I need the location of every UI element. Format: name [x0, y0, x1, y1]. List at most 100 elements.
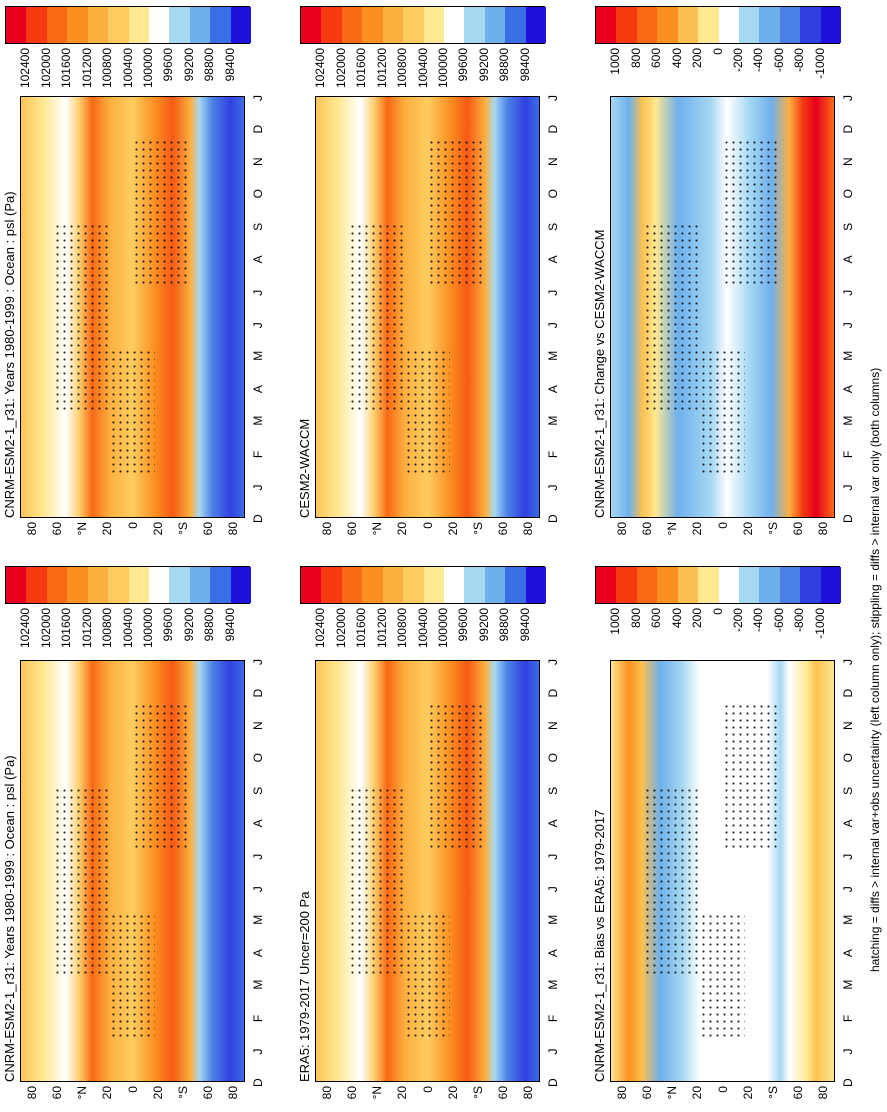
y-tick-label: 60	[50, 522, 65, 536]
x-tick-label: N	[251, 157, 265, 166]
x-tick-label: M	[841, 350, 855, 361]
colorbar-cell	[128, 567, 150, 603]
colorbar	[300, 6, 547, 44]
y-tick-label: 20	[690, 1086, 705, 1100]
colorbar-label: 99600	[456, 48, 471, 82]
colorbar-label: 99600	[161, 608, 176, 642]
x-tick-label: N	[251, 721, 265, 730]
x-tick-label: D	[841, 124, 855, 134]
contour-plot	[315, 660, 540, 1082]
x-tick-label: S	[251, 786, 265, 795]
colorbar-cell	[484, 567, 506, 603]
x-tick-label: J	[546, 484, 560, 491]
y-tick-label: 80	[25, 1086, 39, 1100]
x-tick-label: M	[546, 979, 560, 990]
colorbar-cell	[148, 7, 170, 43]
x-tick-label: N	[546, 721, 560, 730]
colorbar-cell	[169, 567, 191, 603]
x-tick-label: J	[841, 289, 855, 296]
colorbar-cell	[800, 7, 822, 43]
colorbar-label: 98400	[222, 48, 237, 82]
x-tick-label: J	[546, 289, 560, 296]
colorbar-cell	[698, 7, 719, 43]
colorbar-cell	[26, 567, 48, 603]
y-tick-label: 20	[690, 522, 705, 536]
colorbar-cell	[596, 567, 617, 603]
colorbar-cell	[382, 567, 404, 603]
colorbar-label: 99600	[456, 608, 471, 642]
x-tick-label: J	[251, 289, 265, 296]
colorbar-label: 400	[669, 48, 684, 69]
colorbar-cell	[210, 7, 232, 43]
colorbar-label: 102400	[313, 48, 328, 89]
colorbar-label: 600	[649, 48, 664, 69]
colorbar-cell	[505, 567, 527, 603]
stippling	[54, 787, 111, 976]
y-tick-label: 80	[521, 1086, 535, 1100]
y-tick-label: 0	[125, 522, 140, 529]
colorbar-cell	[423, 567, 445, 603]
x-tick-label: M	[546, 350, 560, 361]
y-tick-label: °S	[765, 1086, 780, 1099]
colorbar-cell	[423, 7, 445, 43]
colorbar-label: 98800	[202, 608, 217, 642]
stippling	[405, 349, 450, 475]
colorbar-label: 100000	[435, 608, 450, 649]
contour-plot	[20, 660, 245, 1082]
colorbar-label: -800	[792, 608, 807, 633]
colorbar-label: 100800	[395, 608, 410, 649]
stippling	[722, 139, 779, 286]
colorbar-label: 101200	[374, 48, 389, 89]
x-tick-label: D	[841, 1078, 855, 1087]
colorbar-cell	[464, 567, 486, 603]
contour-plot	[315, 96, 540, 518]
y-tick-label: 20	[445, 522, 460, 536]
colorbar-cell	[210, 567, 232, 603]
colorbar-label: 101200	[374, 608, 389, 649]
colorbar-cell	[464, 7, 486, 43]
y-tick-label: 60	[495, 1086, 510, 1100]
x-tick-label: J	[251, 484, 265, 491]
colorbar-cell	[148, 567, 170, 603]
x-tick-label: N	[546, 157, 560, 166]
colorbar-label: 100800	[100, 608, 115, 649]
x-tick-label: F	[841, 1014, 855, 1023]
colorbar-label: 98800	[497, 608, 512, 642]
colorbar-label: 100000	[140, 48, 155, 89]
colorbar-label: 98400	[222, 608, 237, 642]
colorbar	[5, 6, 252, 44]
y-tick-label: 80	[615, 522, 629, 536]
x-tick-label: D	[251, 1078, 265, 1087]
x-tick-label: D	[546, 514, 560, 523]
colorbar-cell	[128, 7, 150, 43]
colorbar-label: -600	[771, 48, 786, 73]
contour-plot	[610, 660, 835, 1082]
colorbar-label: -400	[751, 608, 766, 633]
x-tick-label: J	[546, 1048, 560, 1055]
colorbar-label: 99200	[476, 608, 491, 642]
x-tick-label: A	[251, 949, 265, 958]
y-tick-label: 60	[200, 522, 215, 536]
colorbar-cell	[67, 7, 89, 43]
colorbar-cell	[382, 7, 404, 43]
x-tick-label: J	[546, 886, 560, 893]
colorbar-label: 102000	[333, 608, 348, 649]
y-tick-label: °N	[665, 522, 680, 536]
stippling	[644, 223, 701, 412]
y-tick-label: 60	[345, 522, 360, 536]
x-tick-label: M	[251, 350, 265, 361]
colorbar-label: 98400	[517, 48, 532, 82]
colorbar-label: -200	[730, 48, 745, 73]
colorbar	[5, 566, 252, 604]
y-tick-label: °N	[370, 522, 385, 536]
stippling	[349, 223, 406, 412]
y-tick-label: 20	[740, 1086, 755, 1100]
colorbar-cell	[443, 567, 465, 603]
stippling	[700, 913, 745, 1039]
colorbar-label: 101600	[59, 48, 74, 89]
colorbar-cell	[26, 7, 48, 43]
colorbar-label: 200	[690, 608, 705, 629]
y-tick-label: 80	[816, 1086, 830, 1100]
x-tick-label: J	[251, 95, 265, 101]
colorbar-cell	[443, 7, 465, 43]
